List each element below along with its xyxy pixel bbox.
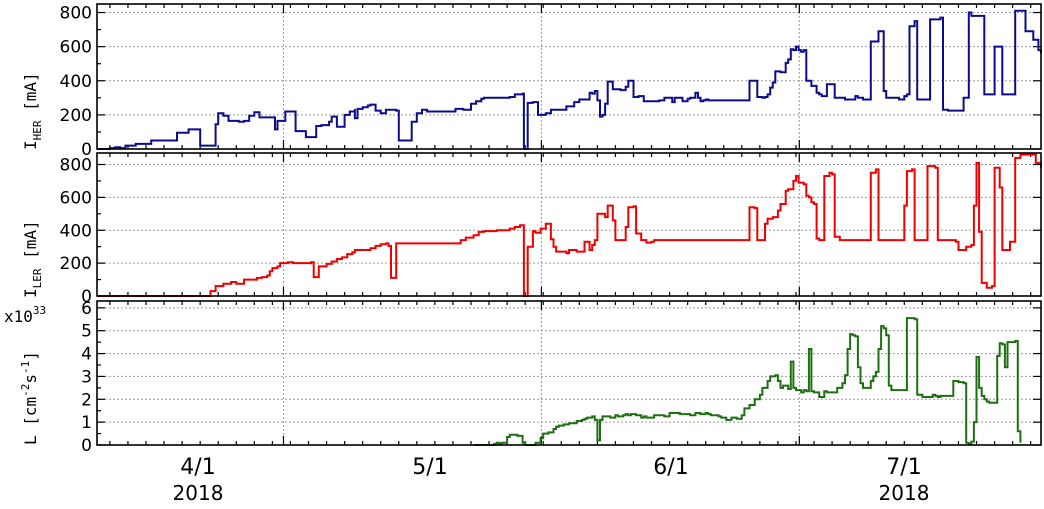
x-tick-label-may: 5/1 bbox=[412, 455, 447, 480]
her-panel-frame bbox=[96, 3, 1042, 150]
lumi-series-line-0 bbox=[473, 317, 1022, 446]
x-tick-year-jul: 2018 bbox=[879, 481, 930, 505]
ler-series-line-0 bbox=[97, 153, 1042, 297]
lumi-ylabel: L [cm-2s-1] bbox=[19, 351, 40, 445]
her-ytick-label-2: 400 bbox=[60, 72, 92, 92]
lumi-ylabel-tail: ] bbox=[21, 351, 40, 361]
lumi-ytick-label-5: 5 bbox=[81, 322, 92, 342]
lumi-ytick-label-3: 3 bbox=[81, 367, 92, 387]
lumi-ylabel-sup2: -1 bbox=[19, 361, 32, 374]
ler-ytick-label-2: 400 bbox=[60, 221, 92, 241]
lumi-ylabel-mid: s bbox=[21, 374, 40, 384]
her-ytick-label-3: 600 bbox=[60, 38, 92, 58]
lumi-multiplier-sup: 33 bbox=[33, 304, 46, 317]
x-tick-label-apr: 4/1 bbox=[180, 455, 215, 480]
ler-ylabel-main: I bbox=[21, 288, 40, 298]
her-ylabel: IHER [mA] bbox=[21, 72, 44, 150]
lumi-ytick-label-4: 4 bbox=[81, 345, 92, 365]
x-tick-label-jul: 7/1 bbox=[886, 455, 921, 480]
ler-ytick-label-4: 800 bbox=[60, 156, 92, 176]
lumi-ytick-label-0: 0 bbox=[81, 436, 92, 456]
her-ylabel-main: I bbox=[21, 140, 40, 150]
ler-panel-frame bbox=[96, 152, 1042, 297]
lumi-ytick-label-1: 1 bbox=[81, 413, 92, 433]
ler-ylabel-sub: LER bbox=[31, 268, 44, 288]
lumi-ylabel-main: L [cm bbox=[21, 397, 40, 445]
her-ytick-label-1: 200 bbox=[60, 106, 92, 126]
lumi-ytick-label-6: 6 bbox=[81, 299, 92, 319]
ler-ytick-label-0: 0 bbox=[81, 287, 92, 307]
her-ylabel-tail: [mA] bbox=[21, 72, 40, 120]
lumi-ytick-label-2: 2 bbox=[81, 390, 92, 410]
ler-ytick-label-3: 600 bbox=[60, 188, 92, 208]
ler-ylabel-tail: [mA] bbox=[21, 220, 40, 268]
lumi-ylabel-sup1: -2 bbox=[19, 384, 32, 397]
her-ylabel-sub: HER bbox=[31, 120, 44, 140]
her-ytick-label-4: 800 bbox=[60, 4, 92, 24]
her-series-line-0 bbox=[97, 9, 1042, 150]
her-ytick-label-0: 0 bbox=[81, 140, 92, 160]
lumi-panel-frame bbox=[96, 300, 1042, 446]
x-tick-label-jun: 6/1 bbox=[653, 455, 688, 480]
lumi-multiplier: x1033 bbox=[4, 304, 46, 326]
ler-ytick-label-1: 200 bbox=[60, 254, 92, 274]
x-tick-year-apr: 2018 bbox=[173, 481, 224, 505]
lumi-multiplier-main: x10 bbox=[4, 307, 33, 326]
ler-ylabel: ILER [mA] bbox=[21, 220, 44, 298]
